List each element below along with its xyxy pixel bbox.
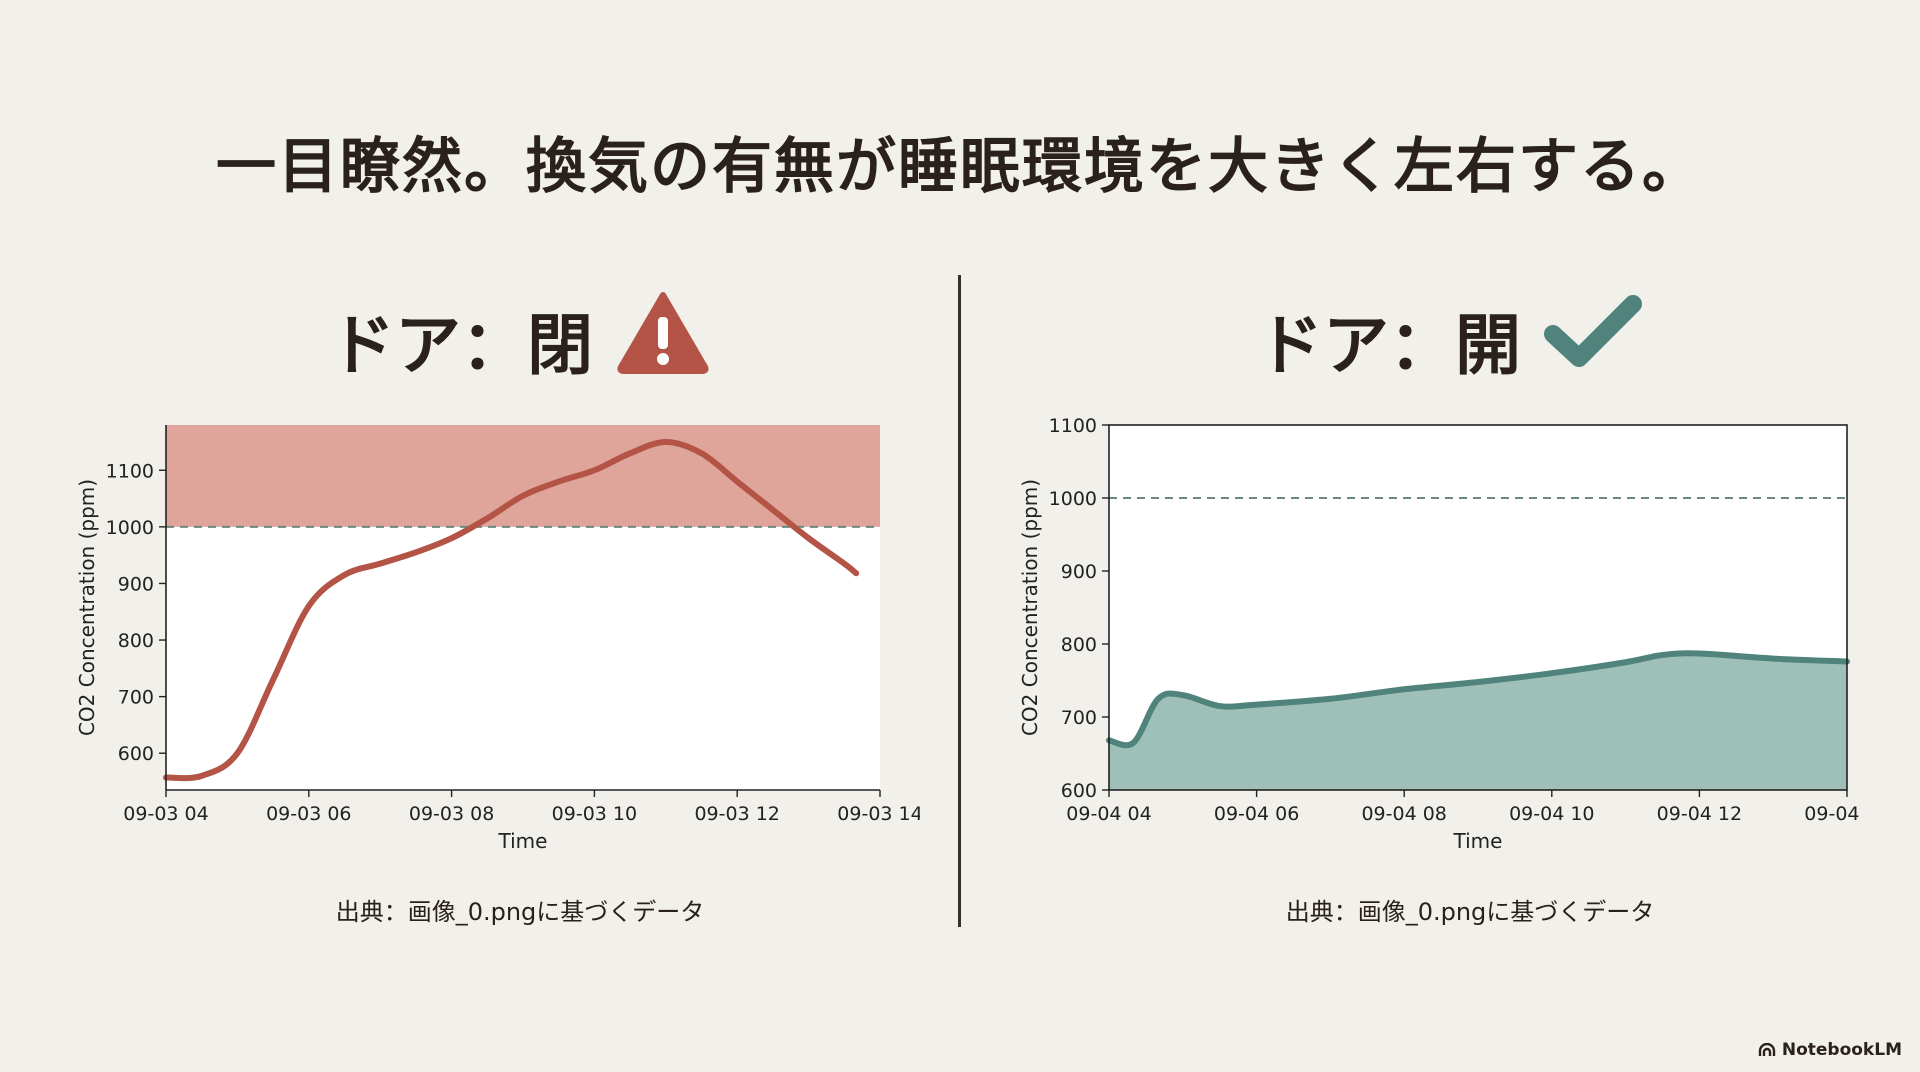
brand-logo: NotebookLM [1758, 1040, 1902, 1060]
y-tick-label: 900 [118, 573, 154, 595]
check-icon [1543, 292, 1643, 388]
x-axis-title: Time [1453, 829, 1503, 853]
x-axis-title: Time [498, 829, 548, 853]
x-tick-label: 09-04 14 [1804, 803, 1865, 825]
source-caption: 出典：画像_0.pngに基づくデータ [335, 898, 705, 926]
series-line [163, 438, 860, 782]
y-tick-label: 600 [1061, 780, 1097, 802]
x-tick-label: 09-03 08 [409, 803, 494, 825]
panel-heading-door-closed: ドア：閉 [160, 290, 880, 390]
x-tick-label: 09-03 14 [837, 803, 920, 825]
y-tick-label: 800 [118, 630, 154, 652]
y-tick-label: 1100 [1049, 415, 1097, 437]
panel-heading-label: ドア：閉 [329, 307, 593, 384]
y-tick-label: 1000 [1049, 488, 1097, 510]
panel-heading-label: ドア：開 [1257, 307, 1521, 384]
series-area [1109, 653, 1847, 790]
x-tick-label: 09-04 10 [1509, 803, 1594, 825]
y-axis-title: CO2 Concentration (ppm) [75, 479, 99, 736]
x-tick-label: 09-04 04 [1066, 803, 1151, 825]
x-tick-label: 09-04 06 [1214, 803, 1299, 825]
series-line [1106, 650, 1850, 749]
x-tick-label: 09-03 06 [266, 803, 351, 825]
y-axis-title: CO2 Concentration (ppm) [1018, 479, 1042, 736]
notebooklm-icon [1758, 1043, 1776, 1056]
chart-door-open: 600 700 800 900 1000 1100 09-04 04 09-04 06 09-0… [1018, 415, 1865, 853]
y-tick-label: 1100 [106, 460, 154, 482]
x-tick-label: 09-03 04 [123, 803, 208, 825]
brand-name: NotebookLM [1781, 1040, 1902, 1060]
x-tick-label: 09-03 10 [552, 803, 637, 825]
panel-heading-door-open: ドア：開 [1090, 290, 1810, 390]
y-tick-label: 1000 [106, 517, 154, 539]
x-tick-label: 09-04 12 [1657, 803, 1742, 825]
warning-icon [615, 289, 711, 391]
x-tick-label: 09-04 08 [1361, 803, 1446, 825]
y-tick-label: 900 [1061, 561, 1097, 583]
threshold-danger-region [166, 425, 880, 527]
y-tick-label: 700 [1061, 707, 1097, 729]
panel-divider [958, 275, 961, 927]
y-tick-label: 800 [1061, 634, 1097, 656]
y-tick-label: 600 [118, 743, 154, 765]
source-caption: 出典：画像_0.pngに基づくデータ [1285, 898, 1655, 926]
page-title: 一目瞭然。換気の有無が睡眠環境を大きく左右する。 [216, 132, 1704, 202]
y-tick-label: 700 [118, 687, 154, 709]
chart-door-closed: 600 700 800 900 1000 1100 09-03 04 09-03 06 09-0… [75, 425, 920, 853]
x-tick-label: 09-03 12 [694, 803, 779, 825]
plot-frame [1108, 424, 1848, 791]
